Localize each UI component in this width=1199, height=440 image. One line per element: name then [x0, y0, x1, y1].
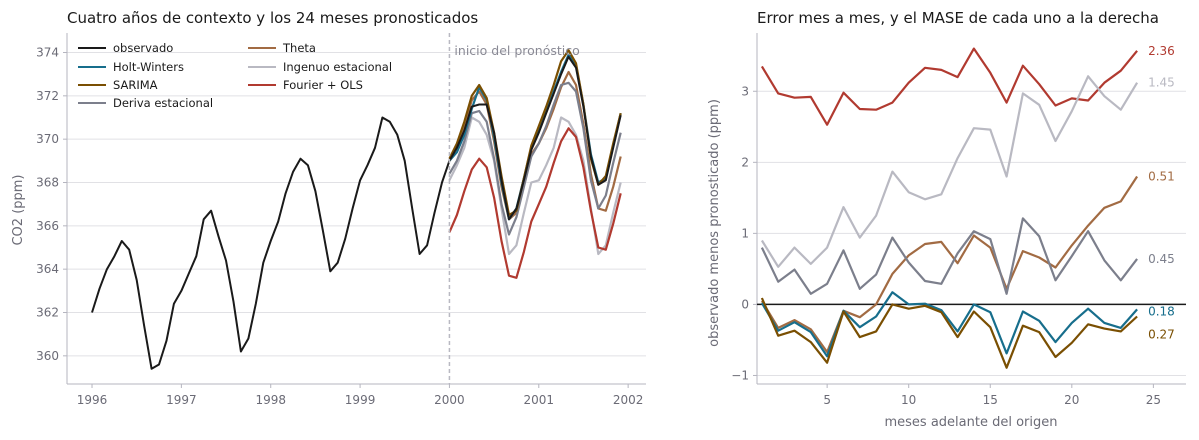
left-y-tick-label: 366 [36, 219, 59, 233]
left-grid [67, 52, 646, 357]
left-y-tick-label: 368 [36, 176, 59, 190]
right-chart-title: Error mes a mes, y el MASE de cada uno a… [757, 9, 1159, 27]
mase-label-deriva: 0.45 [1148, 252, 1175, 266]
legend-label-deriva: Deriva estacional [113, 96, 213, 110]
right-x-tick-label: 10 [901, 393, 916, 407]
observed-line [91, 55, 622, 370]
left-y-tick-label: 374 [36, 46, 59, 60]
left-x-tick-label: 2002 [613, 393, 644, 407]
right-y-tick-label: 0 [741, 297, 749, 311]
legend-label-holt-winters: Holt-Winters [113, 60, 184, 74]
right-y-tick-label: 3 [741, 84, 749, 98]
legend-label-fourier: Fourier + OLS [283, 78, 363, 92]
right-y-tick-label: 1 [741, 226, 749, 240]
right-y-tick-label: −1 [731, 368, 749, 382]
legend-label-sarima: SARIMA [113, 78, 158, 92]
left-x-tick-label: 1996 [77, 393, 108, 407]
legend: observado Holt-Winters SARIMA Deriva est… [78, 41, 392, 110]
right-x-tick-label: 15 [983, 393, 998, 407]
forecast-start-annotation: inicio del pronóstico [454, 43, 579, 58]
mase-label-theta: 0.51 [1148, 170, 1175, 184]
forecast-line-fourier [448, 127, 622, 279]
right-chart: Error mes a mes, y el MASE de cada uno a… [707, 9, 1186, 430]
error-line-holt-winters [760, 291, 1138, 358]
left-y-tick-label: 364 [36, 262, 59, 276]
left-chart-title: Cuatro años de contexto y los 24 meses p… [67, 9, 478, 27]
left-y-tick-label: 362 [36, 306, 59, 320]
right-x-tick-label: 20 [1064, 393, 1079, 407]
mase-label-fourier: 2.36 [1148, 44, 1175, 58]
left-x-tick-label: 1999 [345, 393, 376, 407]
error-line-sarima [760, 297, 1138, 369]
left-chart: Cuatro años de contexto y los 24 meses p… [11, 9, 646, 407]
left-y-tick-label: 372 [36, 89, 59, 103]
left-axes: 360 362 364 366 368 370 372 374 1996 1997 1998 1999… [36, 33, 646, 407]
legend-label-theta: Theta [282, 41, 316, 55]
left-y-tick-label: 360 [36, 349, 59, 363]
right-series [757, 47, 1186, 369]
error-line-deriva [760, 217, 1138, 295]
left-y-axis-label: CO2 (ppm) [11, 174, 26, 245]
legend-label-observado: observado [113, 41, 173, 55]
mase-label-ingenuo: 1.45 [1148, 76, 1175, 90]
left-x-tick-label: 1997 [166, 393, 197, 407]
mase-label-holt-winters: 0.18 [1148, 304, 1175, 318]
right-x-tick-label: 5 [823, 393, 831, 407]
right-x-tick-label: 25 [1146, 393, 1161, 407]
mase-labels: 2.36 1.45 0.51 0.45 0.18 0.27 [1148, 44, 1175, 342]
left-x-tick-label: 1998 [255, 393, 286, 407]
error-line-fourier [760, 47, 1138, 126]
error-line-theta [760, 175, 1139, 354]
legend-label-ingenuo: Ingenuo estacional [283, 60, 392, 74]
forecast-line-deriva [448, 81, 622, 236]
right-y-axis-label: observado menos pronosticado (ppm) [707, 99, 722, 347]
mase-label-sarima: 0.27 [1148, 328, 1175, 342]
left-x-tick-label: 2001 [524, 393, 555, 407]
left-y-tick-label: 370 [36, 132, 59, 146]
right-axes: −1 0 1 2 3 5 10 15 20 25 [731, 33, 1186, 407]
left-series [91, 49, 622, 370]
left-x-tick-label: 2000 [434, 393, 465, 407]
right-y-tick-label: 2 [741, 155, 749, 169]
error-line-ingenuo [760, 75, 1139, 268]
right-x-axis-label: meses adelante del origen [885, 415, 1058, 430]
